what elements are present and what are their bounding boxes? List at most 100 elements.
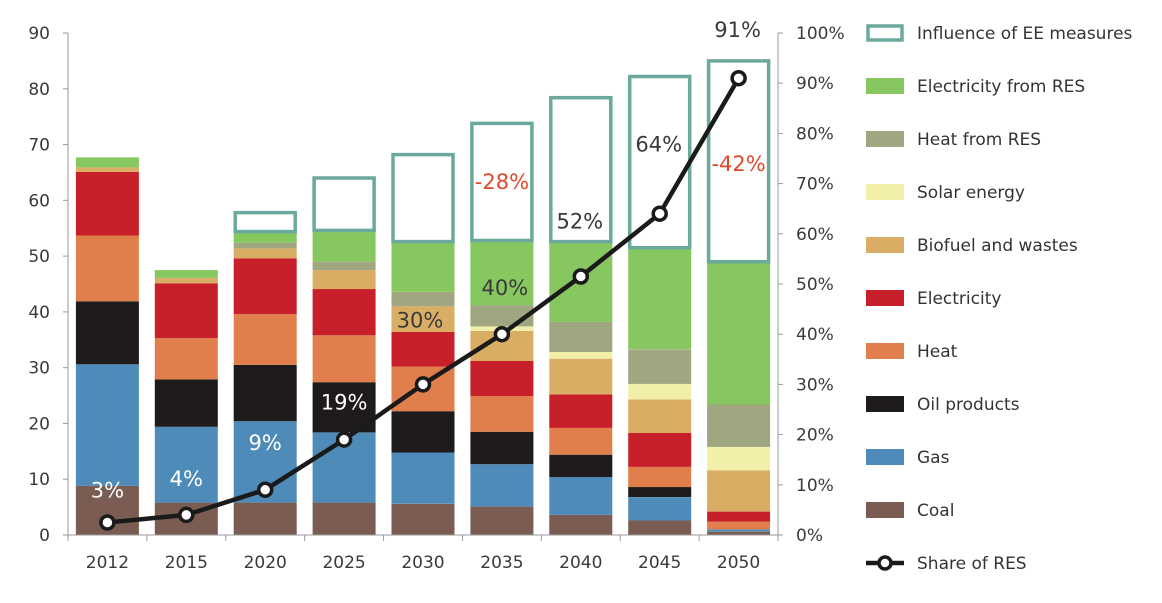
legend-item-electricity-from-res: Electricity from RES [866, 77, 1085, 97]
bar-segment-coal-2030 [391, 503, 455, 535]
bar-segment-biofuel-and-wastes-2012 [75, 167, 139, 172]
bar-segment-coal-2050 [707, 531, 771, 535]
legend-label: Coal [917, 501, 954, 521]
bar-segment-electricity-2012 [75, 171, 139, 236]
ee-influence-box-2025 [312, 176, 376, 233]
bar-segment-coal-2025 [312, 502, 376, 535]
y-tick-label: 90 [28, 24, 50, 44]
legend-item-heat: Heat [866, 342, 958, 362]
x-tick-label: 2012 [86, 553, 129, 573]
share-res-point-2045 [651, 205, 668, 222]
bar-segment-heat-from-res-2025 [312, 261, 376, 271]
legend-swatch [866, 343, 904, 359]
bar-segment-electricity-2020 [233, 258, 297, 315]
bar-segment-solar-energy-2040 [549, 352, 613, 359]
legend-item-biofuel-and-wastes: Biofuel and wastes [866, 236, 1078, 256]
bar-segment-electricity-2035 [470, 361, 534, 397]
ee-influence-box-2035 [470, 121, 534, 243]
ee-reduction-label-2050: -42% [711, 152, 765, 176]
y2-tick-label: 60% [796, 225, 834, 245]
bar-segment-heat-2015 [154, 338, 218, 380]
y-tick-label: 20 [28, 414, 50, 434]
bar-segment-oil-products-2040 [549, 454, 613, 477]
y2-tick-label: 50% [796, 275, 834, 295]
legend-item-electricity: Electricity [866, 289, 1001, 309]
y-tick-label: 50 [28, 247, 50, 267]
ee-influence-box-2020 [233, 210, 297, 234]
legend-swatch [866, 184, 904, 200]
legend-swatch [866, 24, 904, 42]
share-res-label-2050: 91% [714, 18, 761, 42]
y-tick-label: 30 [28, 359, 50, 379]
legend-item-share-of-res: Share of RES [866, 554, 1027, 574]
ee-influence-box-2040 [549, 95, 613, 244]
share-res-point-2020 [256, 481, 274, 499]
legend-item-heat-from-res: Heat from RES [866, 130, 1041, 150]
ee-reduction-label-2035: -28% [475, 170, 529, 194]
legend-label: Oil products [917, 395, 1020, 415]
legend-swatch [866, 396, 904, 412]
bar-segment-electricity-2050 [707, 511, 771, 522]
bar-segment-oil-products-2030 [391, 411, 455, 453]
bar-segment-biofuel-and-wastes-2020 [233, 248, 297, 259]
bar-segment-biofuel-and-wastes-2040 [549, 358, 613, 395]
share-res-label-2025: 19% [321, 391, 368, 415]
legend-swatch [866, 237, 904, 253]
bar-segment-oil-products-2015 [154, 379, 218, 427]
bar-segment-oil-products-2035 [470, 431, 534, 465]
bar-layer [75, 157, 771, 535]
bar-segment-oil-products-2012 [75, 301, 139, 365]
bar-segment-electricity-from-res-2015 [154, 270, 218, 278]
bar-segment-biofuel-and-wastes-2050 [707, 470, 771, 512]
bar-segment-electricity-from-res-2050 [707, 261, 771, 405]
x-tick-label: 2035 [480, 553, 523, 573]
legend-label: Heat [917, 342, 958, 362]
legend-item-influence-of-ee-measures: Influence of EE measures [866, 24, 1133, 44]
bar-segment-electricity-from-res-2035 [470, 240, 534, 306]
bar-segment-heat-2035 [470, 396, 534, 432]
share-res-label-2030: 30% [397, 308, 444, 332]
bar-segment-gas-2035 [470, 464, 534, 507]
bar-segment-heat-2040 [549, 427, 613, 455]
y2-tick-label: 100% [796, 24, 845, 44]
bar-segment-gas-2045 [628, 497, 692, 521]
legend-swatch [866, 131, 904, 147]
bar-segment-heat-from-res-2045 [628, 349, 692, 384]
legend-label: Heat from RES [917, 130, 1041, 150]
bar-segment-heat-from-res-2020 [233, 242, 297, 249]
ee-influence-box-2030 [391, 152, 455, 244]
y-tick-label: 40 [28, 303, 50, 323]
bar-segment-biofuel-and-wastes-2030 [391, 306, 455, 332]
share-res-point-2040 [572, 268, 590, 285]
bar-segment-biofuel-and-wastes-2045 [628, 399, 692, 433]
share-res-point-2015 [178, 506, 195, 524]
bar-segment-electricity-2040 [549, 394, 613, 428]
legend-label: Gas [917, 448, 950, 468]
bar-segment-heat-from-res-2030 [391, 291, 455, 307]
y-tick-label: 0 [39, 526, 50, 546]
share-res-point-2012 [99, 514, 116, 531]
share-res-point-2030 [414, 376, 432, 393]
ee-influence-layer [233, 59, 771, 264]
bar-segment-heat-2025 [312, 335, 376, 383]
bar-segment-solar-energy-2045 [628, 383, 692, 400]
bar-segment-heat-2020 [233, 314, 297, 365]
bar-segment-electricity-2030 [391, 332, 455, 367]
legend-label: Electricity [917, 289, 1001, 309]
legend-label: Solar energy [917, 183, 1025, 203]
bar-segment-oil-products-2020 [233, 364, 297, 422]
y2-tick-label: 80% [796, 124, 834, 144]
bar-segment-heat-2045 [628, 467, 692, 488]
share-res-label-2045: 64% [635, 133, 682, 157]
bar-segment-electricity-from-res-2045 [628, 247, 692, 350]
percentage-labels-layer: 3% 4% 9% 19% 30% 40% 52% 64% 91% -28% -42% [91, 18, 766, 502]
bar-segment-gas-2012 [75, 364, 139, 486]
y2-tick-label: 40% [796, 325, 834, 345]
legend-label: Electricity from RES [917, 77, 1085, 97]
y2-tick-label: 10% [796, 476, 834, 496]
bar-segment-electricity-from-res-2020 [233, 231, 297, 243]
x-tick-label: 2030 [401, 553, 444, 573]
legend: Influence of EE measures Electricity from… [866, 24, 1133, 574]
share-res-point-2035 [493, 325, 511, 343]
